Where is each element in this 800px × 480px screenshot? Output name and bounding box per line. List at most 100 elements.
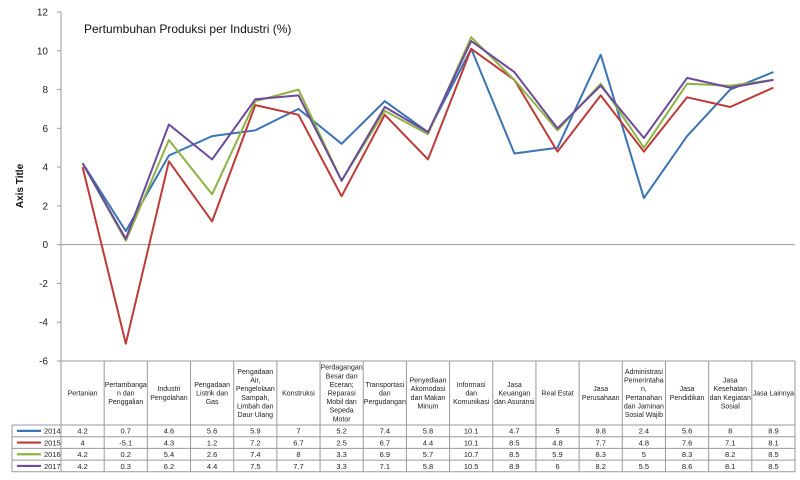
y-tick-label: 0	[42, 240, 48, 251]
data-table-cell: 1.2	[207, 438, 217, 447]
x-category-label: Jasa Perusahaan	[582, 386, 620, 402]
data-table-cell: 3.3	[336, 462, 346, 471]
data-table-cell: 5.9	[552, 450, 562, 459]
data-table-cell: 4	[81, 438, 85, 447]
x-category-label: Administrasi Pemerintaha n, Pertanahan dan J…	[624, 369, 664, 419]
data-table-cell: 2.4	[639, 427, 649, 436]
data-table-cell: 6.7	[293, 438, 303, 447]
data-table-cell: 0.2	[121, 450, 131, 459]
y-tick-label: 6	[42, 124, 48, 135]
data-table-cell: 7.7	[595, 438, 605, 447]
x-category-label: Pertanian	[68, 391, 98, 398]
x-category-label: Industri Pengolahan	[150, 386, 187, 402]
data-table-cell: 8.9	[509, 462, 519, 471]
data-table-cell: 5	[642, 450, 646, 459]
data-table-cell: 4.3	[164, 438, 174, 447]
x-category-label: Real Estat	[541, 391, 573, 398]
data-table-cell: 6.9	[380, 450, 390, 459]
data-table-cell: 8.1	[725, 462, 735, 471]
data-table-cell: 7.2	[250, 438, 260, 447]
y-tick-label: 4	[42, 163, 48, 174]
data-table-cell: 8.5	[509, 438, 519, 447]
data-table-cell: 4.4	[423, 438, 433, 447]
data-table-cell: 6	[555, 462, 559, 471]
data-table-cell: 8.5	[509, 450, 519, 459]
data-table-cell: 5.2	[336, 427, 346, 436]
x-category-label: Perdagangan Besar dan Eceran; Reparasi Mobil…	[321, 365, 363, 424]
data-table-cell: 3.3	[336, 450, 346, 459]
data-table-cell: 4.8	[639, 438, 649, 447]
data-table-cell: 4.2	[77, 427, 87, 436]
series-line-2016	[81, 36, 774, 242]
data-table-cell: 7.4	[380, 427, 390, 436]
data-table-cell: 5.6	[682, 427, 692, 436]
data-table-cell: 4.2	[77, 450, 87, 459]
data-table-cell: 4.2	[77, 462, 87, 471]
data-table-cell: 7.4	[250, 450, 260, 459]
data-table-cell: 7	[296, 427, 300, 436]
data-table-cell: 2.5	[336, 438, 346, 447]
data-table-cell: 5.8	[423, 427, 433, 436]
x-category-label: Konstruksi	[282, 391, 315, 398]
chart-title: Pertumbuhan Produksi per Industri (%)	[84, 22, 291, 36]
data-table-cell: 8.5	[768, 462, 778, 471]
data-table-cell: 8.6	[682, 462, 692, 471]
x-category-label: Informasi dan Komunikasi	[453, 382, 490, 406]
data-table-cell: 8.5	[768, 450, 778, 459]
data-table-cell: 8.2	[725, 450, 735, 459]
data-table-cell: 4.8	[552, 438, 562, 447]
data-table-cell: -5.1	[119, 438, 132, 447]
y-tick-label: -2	[39, 279, 48, 290]
data-table-cell: 8.3	[595, 450, 605, 459]
legend-label-2015: 2015	[44, 438, 61, 447]
data-table-cell: 7.1	[725, 438, 735, 447]
data-table-cell: 8.9	[768, 427, 778, 436]
data-table-cell: 0.7	[121, 427, 131, 436]
data-table-cell: 4.4	[207, 462, 217, 471]
data-table-cell: 7.6	[682, 438, 692, 447]
data-table-cell: 8.2	[595, 462, 605, 471]
data-table-cell: 10.1	[464, 427, 479, 436]
data-table-cell: 7.1	[380, 462, 390, 471]
data-table-cell: 10.1	[464, 438, 479, 447]
data-table-cell: 5.8	[423, 462, 433, 471]
x-category-label: Penyediaan Akomodasi dan Makan Minum	[410, 378, 447, 411]
data-table-cell: 5.4	[164, 450, 174, 459]
legend-label-2014: 2014	[44, 427, 61, 436]
data-table-cell: 0.3	[121, 462, 131, 471]
data-table-cell: 7.7	[293, 462, 303, 471]
x-category-label: Transportasi dan Pergudangan	[364, 382, 406, 406]
data-table-cell: 8	[728, 427, 732, 436]
x-category-label: Jasa Pendidikan	[670, 386, 705, 402]
data-table-cell: 5	[555, 427, 559, 436]
data-table-cell: 10.5	[464, 462, 479, 471]
legend-label-2016: 2016	[44, 450, 61, 459]
x-category-label: Jasa Keuangan dan Asuransi	[494, 382, 535, 406]
series-line-2017	[81, 40, 774, 240]
data-table-cell: 10.7	[464, 450, 479, 459]
y-tick-label: -4	[39, 318, 48, 329]
data-table-cell: 5.6	[207, 427, 217, 436]
data-table-cell: 2.6	[207, 450, 217, 459]
y-tick-label: 2	[42, 201, 48, 212]
data-table-cell: 8.3	[682, 450, 692, 459]
y-tick-label: 8	[42, 85, 48, 96]
x-category-label: Pertambanga n dan Penggalian	[105, 382, 147, 406]
x-category-label: Jasa Lainnya	[753, 391, 794, 398]
data-table-cell: 6.2	[164, 462, 174, 471]
data-table-cell: 8.1	[768, 438, 778, 447]
data-table-cell: 4.6	[164, 427, 174, 436]
series-line-2015	[81, 47, 774, 345]
data-table-cell: 4.7	[509, 427, 519, 436]
x-category-label: Jasa Kesehatan dan Kegiatan Sosial	[710, 378, 751, 411]
y-tick-label: -6	[39, 357, 48, 368]
data-table-cell: 5.9	[250, 427, 260, 436]
data-table-cell: 6.7	[380, 438, 390, 447]
data-table-cell: 7.5	[250, 462, 260, 471]
series-line-2014	[81, 47, 774, 233]
legend-label-2017: 2017	[44, 462, 61, 471]
x-category-label: Pengadaan Listrik dan Gas	[194, 382, 230, 406]
data-table-cell: 5.5	[639, 462, 649, 471]
y-tick-label: 12	[37, 8, 49, 19]
